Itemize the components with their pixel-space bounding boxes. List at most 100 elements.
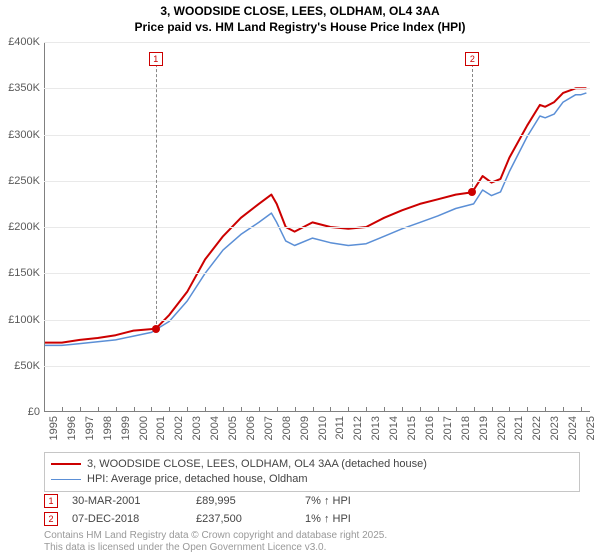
gridline xyxy=(44,42,590,43)
y-tick-label: £150K xyxy=(8,267,40,279)
x-tick xyxy=(563,407,564,412)
gridline xyxy=(44,181,590,182)
x-tick xyxy=(313,407,314,412)
y-axis: £0£50K£100K£150K£200K£250K£300K£350K£400… xyxy=(0,42,42,412)
gridline xyxy=(44,135,590,136)
x-tick xyxy=(134,407,135,412)
x-tick xyxy=(241,407,242,412)
x-tick-label: 2003 xyxy=(191,416,203,440)
legend-item-property: 3, WOODSIDE CLOSE, LEES, OLDHAM, OL4 3AA… xyxy=(51,457,573,472)
transactions-table: 1 30-MAR-2001 £89,995 7% ↑ HPI 2 07-DEC-… xyxy=(44,492,580,528)
gridline xyxy=(44,273,590,274)
x-tick-label: 2018 xyxy=(460,416,472,440)
x-tick xyxy=(169,407,170,412)
y-tick-label: £100K xyxy=(8,314,40,326)
y-tick-label: £400K xyxy=(8,36,40,48)
legend-label-property: 3, WOODSIDE CLOSE, LEES, OLDHAM, OL4 3AA… xyxy=(87,457,427,472)
x-tick xyxy=(527,407,528,412)
x-tick xyxy=(474,407,475,412)
legend-item-hpi: HPI: Average price, detached house, Oldh… xyxy=(51,472,573,487)
x-tick-label: 2000 xyxy=(138,416,150,440)
gridline xyxy=(44,320,590,321)
x-tick-label: 2007 xyxy=(263,416,275,440)
footer-attribution: Contains HM Land Registry data © Crown c… xyxy=(44,530,387,554)
footer-line-2: This data is licensed under the Open Gov… xyxy=(44,542,387,554)
x-tick-label: 2019 xyxy=(478,416,490,440)
transaction-price: £89,995 xyxy=(196,495,291,507)
x-tick-label: 2001 xyxy=(155,416,167,440)
x-tick xyxy=(492,407,493,412)
x-tick xyxy=(366,407,367,412)
x-tick-label: 2008 xyxy=(281,416,293,440)
x-tick xyxy=(223,407,224,412)
series-property xyxy=(44,88,586,342)
table-row: 2 07-DEC-2018 £237,500 1% ↑ HPI xyxy=(44,510,580,528)
x-axis: 1995 1996 1997 1998 1999 2000 2001 2002 2003 2004… xyxy=(44,414,590,454)
x-tick xyxy=(295,407,296,412)
x-tick xyxy=(456,407,457,412)
x-tick xyxy=(80,407,81,412)
x-tick xyxy=(420,407,421,412)
y-tick-label: £300K xyxy=(8,129,40,141)
x-tick xyxy=(581,407,582,412)
x-tick-label: 2009 xyxy=(299,416,311,440)
x-axis-line xyxy=(44,411,590,412)
y-tick-label: £250K xyxy=(8,175,40,187)
y-tick-label: £50K xyxy=(14,360,40,372)
x-tick xyxy=(438,407,439,412)
x-tick xyxy=(259,407,260,412)
event-guideline xyxy=(156,54,157,329)
table-row: 1 30-MAR-2001 £89,995 7% ↑ HPI xyxy=(44,492,580,510)
transaction-pct: 7% ↑ HPI xyxy=(305,495,395,507)
x-tick-label: 2011 xyxy=(334,416,346,440)
event-dot-1 xyxy=(152,325,160,333)
event-dot-2 xyxy=(468,188,476,196)
x-tick-label: 1999 xyxy=(120,416,132,440)
x-tick-label: 2012 xyxy=(352,416,364,440)
x-tick xyxy=(62,407,63,412)
x-tick xyxy=(277,407,278,412)
transaction-date: 07-DEC-2018 xyxy=(72,513,182,525)
transaction-marker-1: 1 xyxy=(44,494,58,508)
x-tick-label: 2014 xyxy=(388,416,400,440)
x-tick xyxy=(187,407,188,412)
x-tick-label: 2004 xyxy=(209,416,221,440)
legend-box: 3, WOODSIDE CLOSE, LEES, OLDHAM, OL4 3AA… xyxy=(44,452,580,492)
chart-plot-area: 12 xyxy=(44,42,590,412)
transaction-marker-2: 2 xyxy=(44,512,58,526)
x-tick-label: 1995 xyxy=(48,416,60,440)
event-marker-box-1: 1 xyxy=(149,52,163,66)
x-tick-label: 2002 xyxy=(173,416,185,440)
x-tick-label: 2023 xyxy=(549,416,561,440)
x-tick-label: 2013 xyxy=(370,416,382,440)
x-tick xyxy=(330,407,331,412)
title-line-2: Price paid vs. HM Land Registry's House … xyxy=(0,20,600,36)
x-tick-label: 2025 xyxy=(585,416,597,440)
y-tick-label: £0 xyxy=(28,406,40,418)
gridline xyxy=(44,227,590,228)
gridline xyxy=(44,366,590,367)
x-tick xyxy=(402,407,403,412)
title-line-1: 3, WOODSIDE CLOSE, LEES, OLDHAM, OL4 3AA xyxy=(0,4,600,20)
x-tick-label: 1997 xyxy=(84,416,96,440)
legend-label-hpi: HPI: Average price, detached house, Oldh… xyxy=(87,472,308,487)
x-tick-label: 2020 xyxy=(496,416,508,440)
x-tick xyxy=(384,407,385,412)
event-guideline xyxy=(472,54,473,192)
transaction-date: 30-MAR-2001 xyxy=(72,495,182,507)
x-tick xyxy=(545,407,546,412)
x-tick-label: 2010 xyxy=(317,416,329,440)
x-tick xyxy=(98,407,99,412)
x-tick-label: 1996 xyxy=(66,416,78,440)
x-tick-label: 2021 xyxy=(513,416,525,440)
footer-line-1: Contains HM Land Registry data © Crown c… xyxy=(44,530,387,542)
x-tick xyxy=(348,407,349,412)
x-tick-label: 1998 xyxy=(102,416,114,440)
y-tick-label: £350K xyxy=(8,82,40,94)
x-tick xyxy=(151,407,152,412)
x-tick-label: 2022 xyxy=(531,416,543,440)
x-tick-label: 2015 xyxy=(406,416,418,440)
gridline xyxy=(44,88,590,89)
x-tick-label: 2017 xyxy=(442,416,454,440)
series-hpi xyxy=(44,93,586,346)
